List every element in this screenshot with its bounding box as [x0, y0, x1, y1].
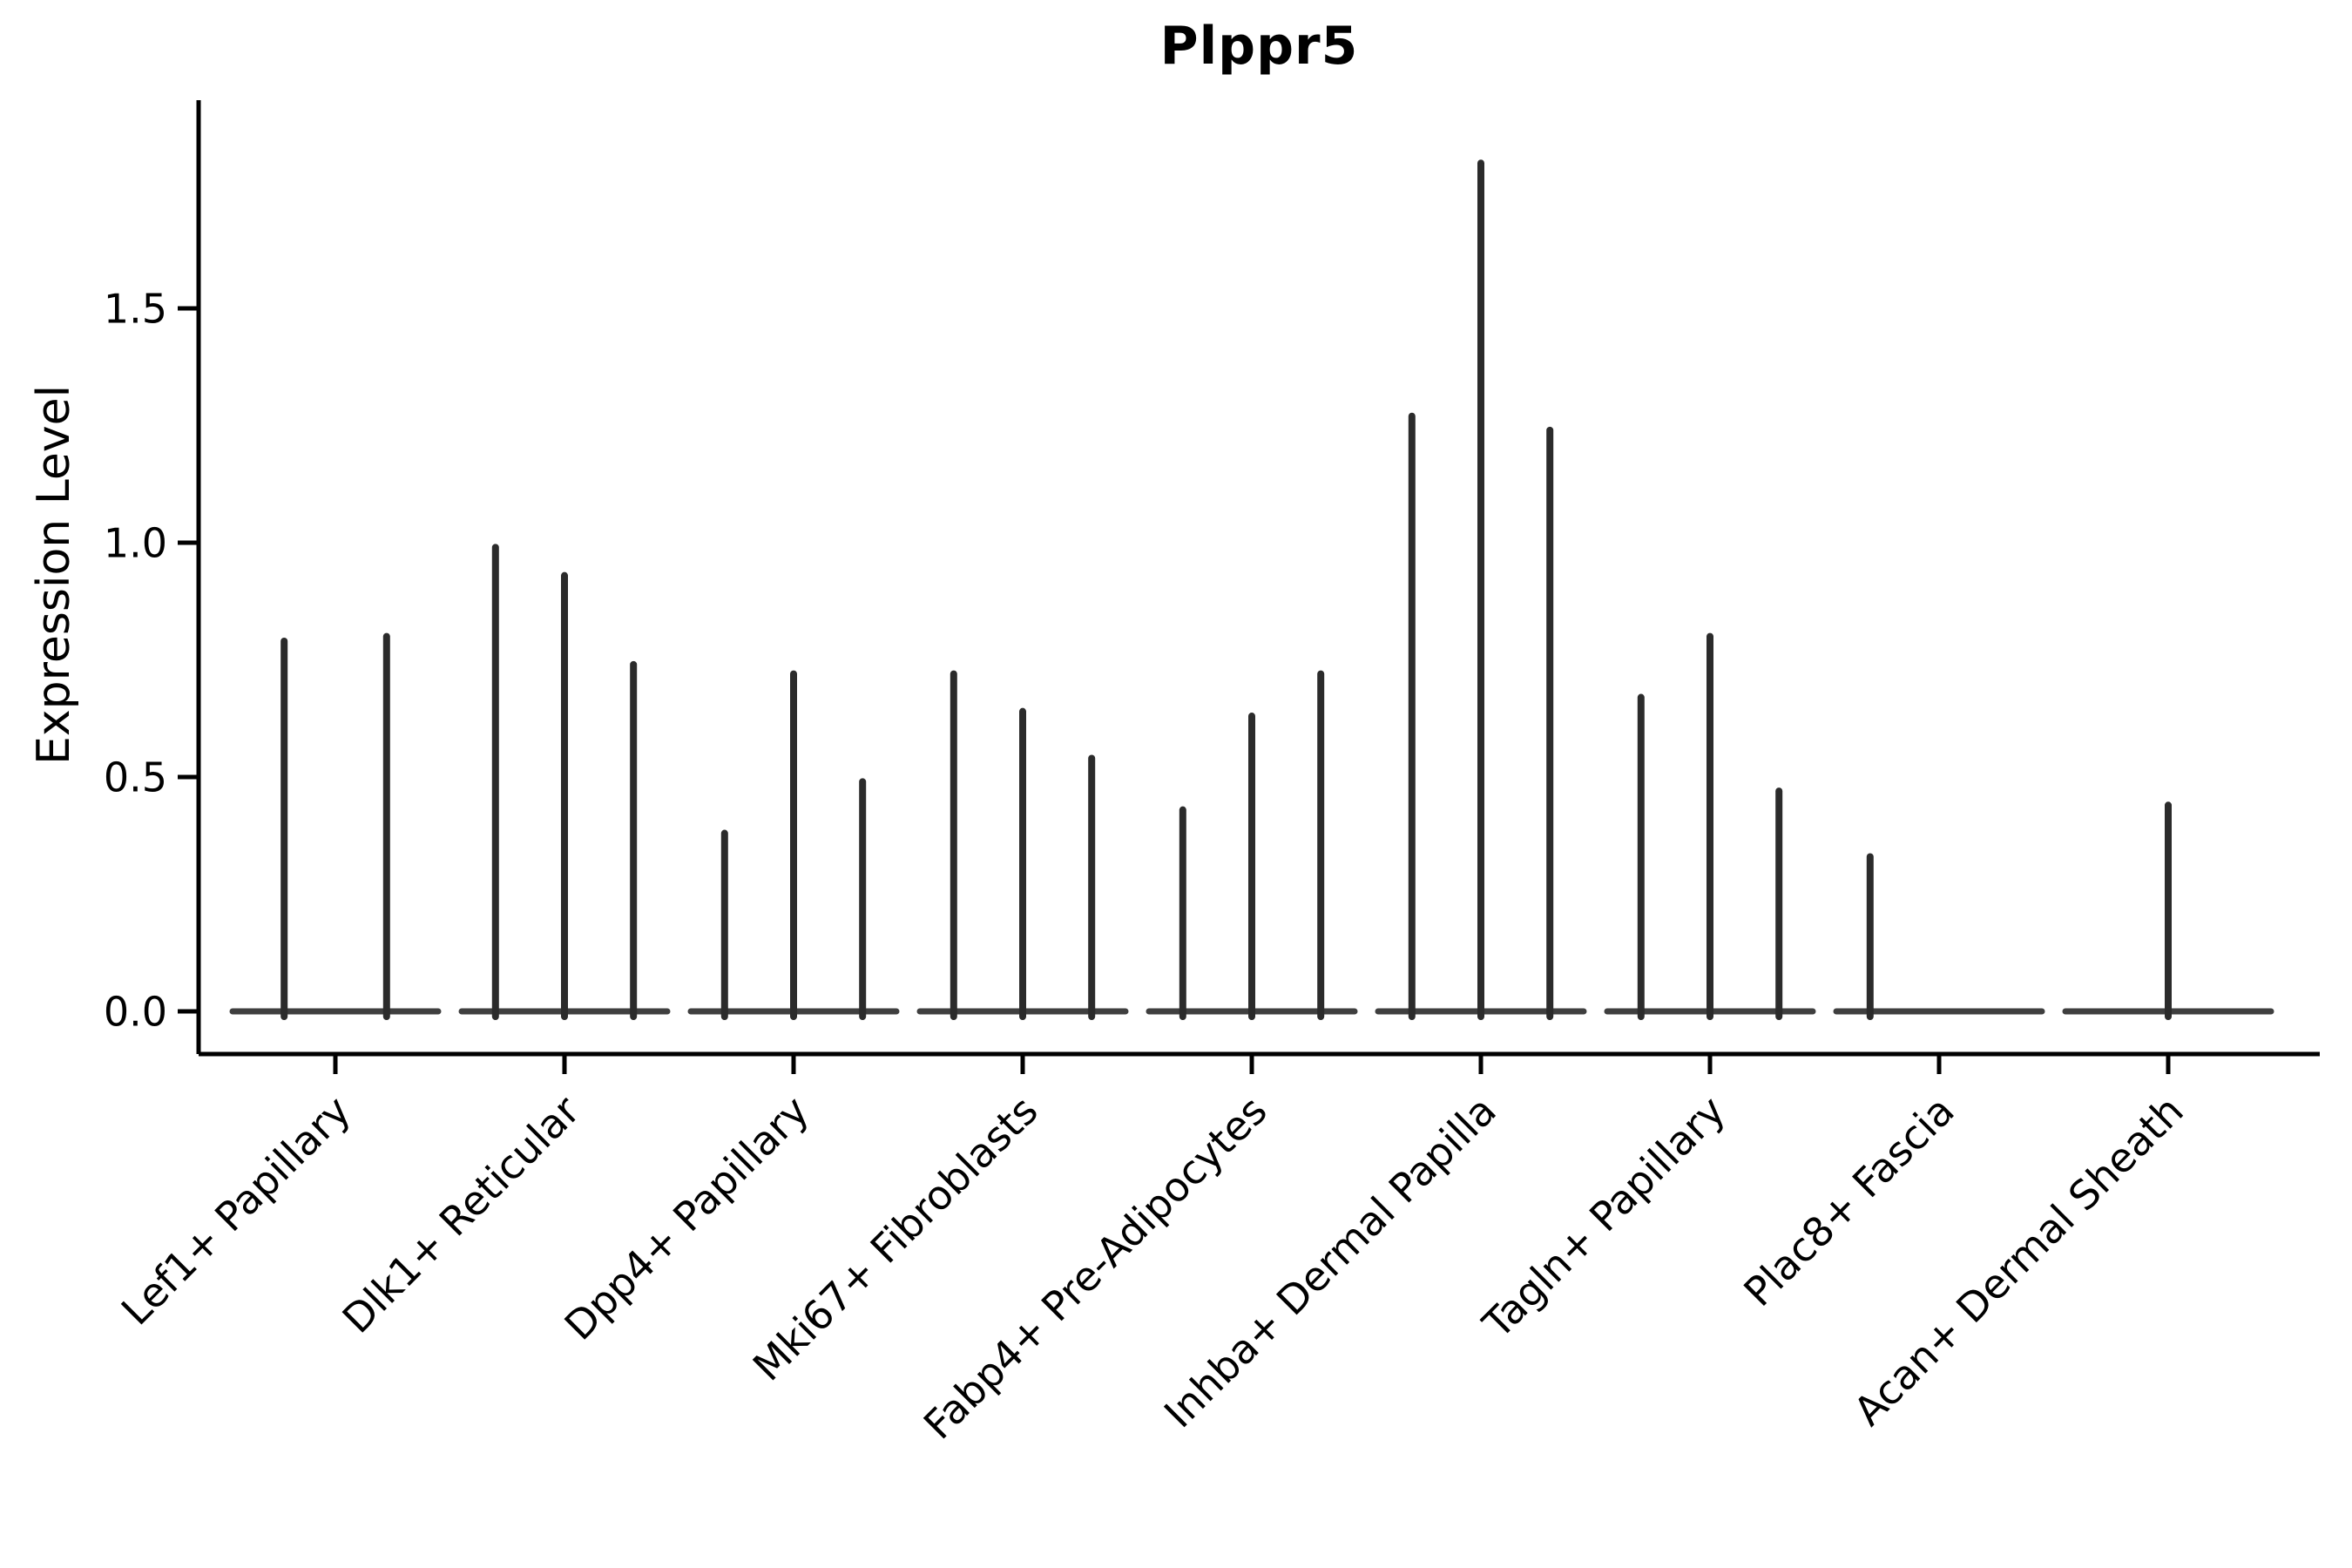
x-tick-label: Plac8+ Fascia: [1734, 1087, 1963, 1315]
x-tick-label: Lef1+ Papillary: [112, 1087, 360, 1335]
y-tick-label: 1.5: [104, 286, 167, 333]
violin-group: Inhba+ Dermal Papilla: [1155, 159, 1587, 1436]
x-tick-label: Dlk1+ Reticular: [334, 1087, 589, 1342]
y-tick-label: 0.0: [104, 989, 167, 1036]
chart-title: Plppr5: [1159, 16, 1359, 77]
y-tick-label: 0.5: [104, 754, 167, 801]
y-tick-label: 1.0: [104, 520, 167, 567]
violin-group: Lef1+ Papillary: [112, 632, 442, 1335]
x-tick-label: Dpp4+ Papillary: [556, 1087, 818, 1349]
violin-group: Tagln+ Papillary: [1473, 632, 1816, 1348]
x-tick-label: Tagln+ Papillary: [1473, 1087, 1734, 1348]
